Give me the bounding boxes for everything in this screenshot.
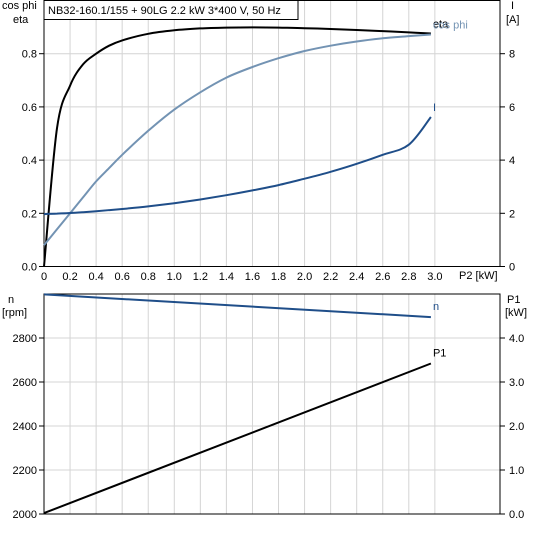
top-right-axis-label-unit: [A] [506,14,519,26]
top-x-axis-label: P2 [kW] [459,270,498,282]
series-label-i: I [433,102,436,114]
series-label-cos-phi: cos phi [433,20,468,32]
bottom-left-tick-label: 2000 [13,509,37,521]
series-label-n: n [433,301,439,313]
top-right-tick-label: 2 [509,208,515,220]
top-x-tick-label: 2.0 [297,271,312,283]
top-x-tick-label: 0.8 [141,271,156,283]
series-label-eta: eta [433,18,449,30]
bottom-right-tick-labels: 0.0 1.0 2.0 3.0 4.0 [509,333,524,521]
top-x-tick-label: 1.8 [271,271,286,283]
top-x-tick-label: 0.6 [115,271,130,283]
top-right-tick-label: 6 [509,102,515,114]
top-x-tick-label: 2.8 [401,271,416,283]
top-left-tick-label: 0.2 [22,208,37,220]
bottom-left-tick-label: 2600 [13,377,37,389]
top-right-tick-label: 0 [509,262,515,274]
top-x-tick-label: 2.6 [375,271,390,283]
top-left-axis-label-cosphi: cos phi [2,0,37,12]
bottom-plot-frame [43,293,501,515]
bottom-right-tick-label: 2.0 [509,421,524,433]
bottom-left-tick-label: 2800 [13,333,37,345]
top-left-tick-label: 0.8 [22,49,37,61]
bottom-left-axis-label-unit: [rpm] [2,307,27,319]
bottom-left-tick-labels: 2000 2200 2400 2600 2800 [13,333,37,521]
top-right-tick-labels: 0 2 4 6 8 [509,49,515,274]
top-x-tick-label: 2.4 [349,271,364,283]
bottom-left-axis-label-n: n [8,294,14,306]
series-line-cos-phi [43,33,431,246]
top-plot-frame [43,0,501,267]
top-x-tick-label: 1.0 [167,271,182,283]
top-x-tick-label: 1.4 [219,271,234,283]
chart-title: NB32-160.1/155 + 90LG 2.2 kW 3*400 V, 50… [48,5,281,17]
top-grid [39,0,505,267]
series-line-i [43,116,432,216]
top-panel: 0 0.2 0.4 0.6 0.8 1.0 1.2 1.4 1.6 1.8 2.0 2.2 2.4 2.6… [2,0,519,283]
top-right-tick-label: 8 [509,49,515,61]
chart-title-box [43,0,299,20]
top-x-tick-label: 2.2 [323,271,338,283]
bottom-right-tick-label: 3.0 [509,377,524,389]
top-left-axis-label-eta: eta [13,14,29,26]
bottom-left-tick-label: 2400 [13,421,37,433]
top-x-tick-label: 0.4 [88,271,103,283]
bottom-right-tick-label: 4.0 [509,333,524,345]
series-line-eta [43,26,431,267]
series-line-p1 [43,362,432,515]
top-right-axis-label-i: I [511,0,514,12]
bottom-right-axis-label-unit: [kW] [505,307,527,319]
bottom-series: n P1 [43,293,446,515]
bottom-left-tick-label: 2200 [13,465,37,477]
bottom-grid [39,294,505,515]
top-right-tick-label: 4 [509,155,515,167]
top-left-tick-label: 0.4 [22,155,37,167]
bottom-panel: 2000 2200 2400 2600 2800 0.0 1.0 2.0 3.0 4.0 n P1… [2,293,527,521]
top-x-tick-labels: 0 0.2 0.4 0.6 0.8 1.0 1.2 1.4 1.6 1.8 2.0 2.2 2.4 2.6… [41,271,443,283]
bottom-right-tick-label: 1.0 [509,465,524,477]
top-x-tick-label: 0 [41,271,47,283]
top-left-tick-labels: 0.0 0.2 0.4 0.6 0.8 [22,49,37,274]
series-line-n [43,293,431,319]
top-x-tick-label: 1.2 [193,271,208,283]
top-left-tick-label: 0.0 [22,262,37,274]
bottom-right-tick-label: 0.0 [509,509,524,521]
top-x-tick-label: 0.2 [62,271,77,283]
top-x-tick-label: 3.0 [427,271,442,283]
top-x-tick-label: 1.6 [245,271,260,283]
top-left-tick-label: 0.6 [22,102,37,114]
bottom-right-axis-label-p1: P1 [507,294,520,306]
series-label-p1: P1 [433,348,446,360]
